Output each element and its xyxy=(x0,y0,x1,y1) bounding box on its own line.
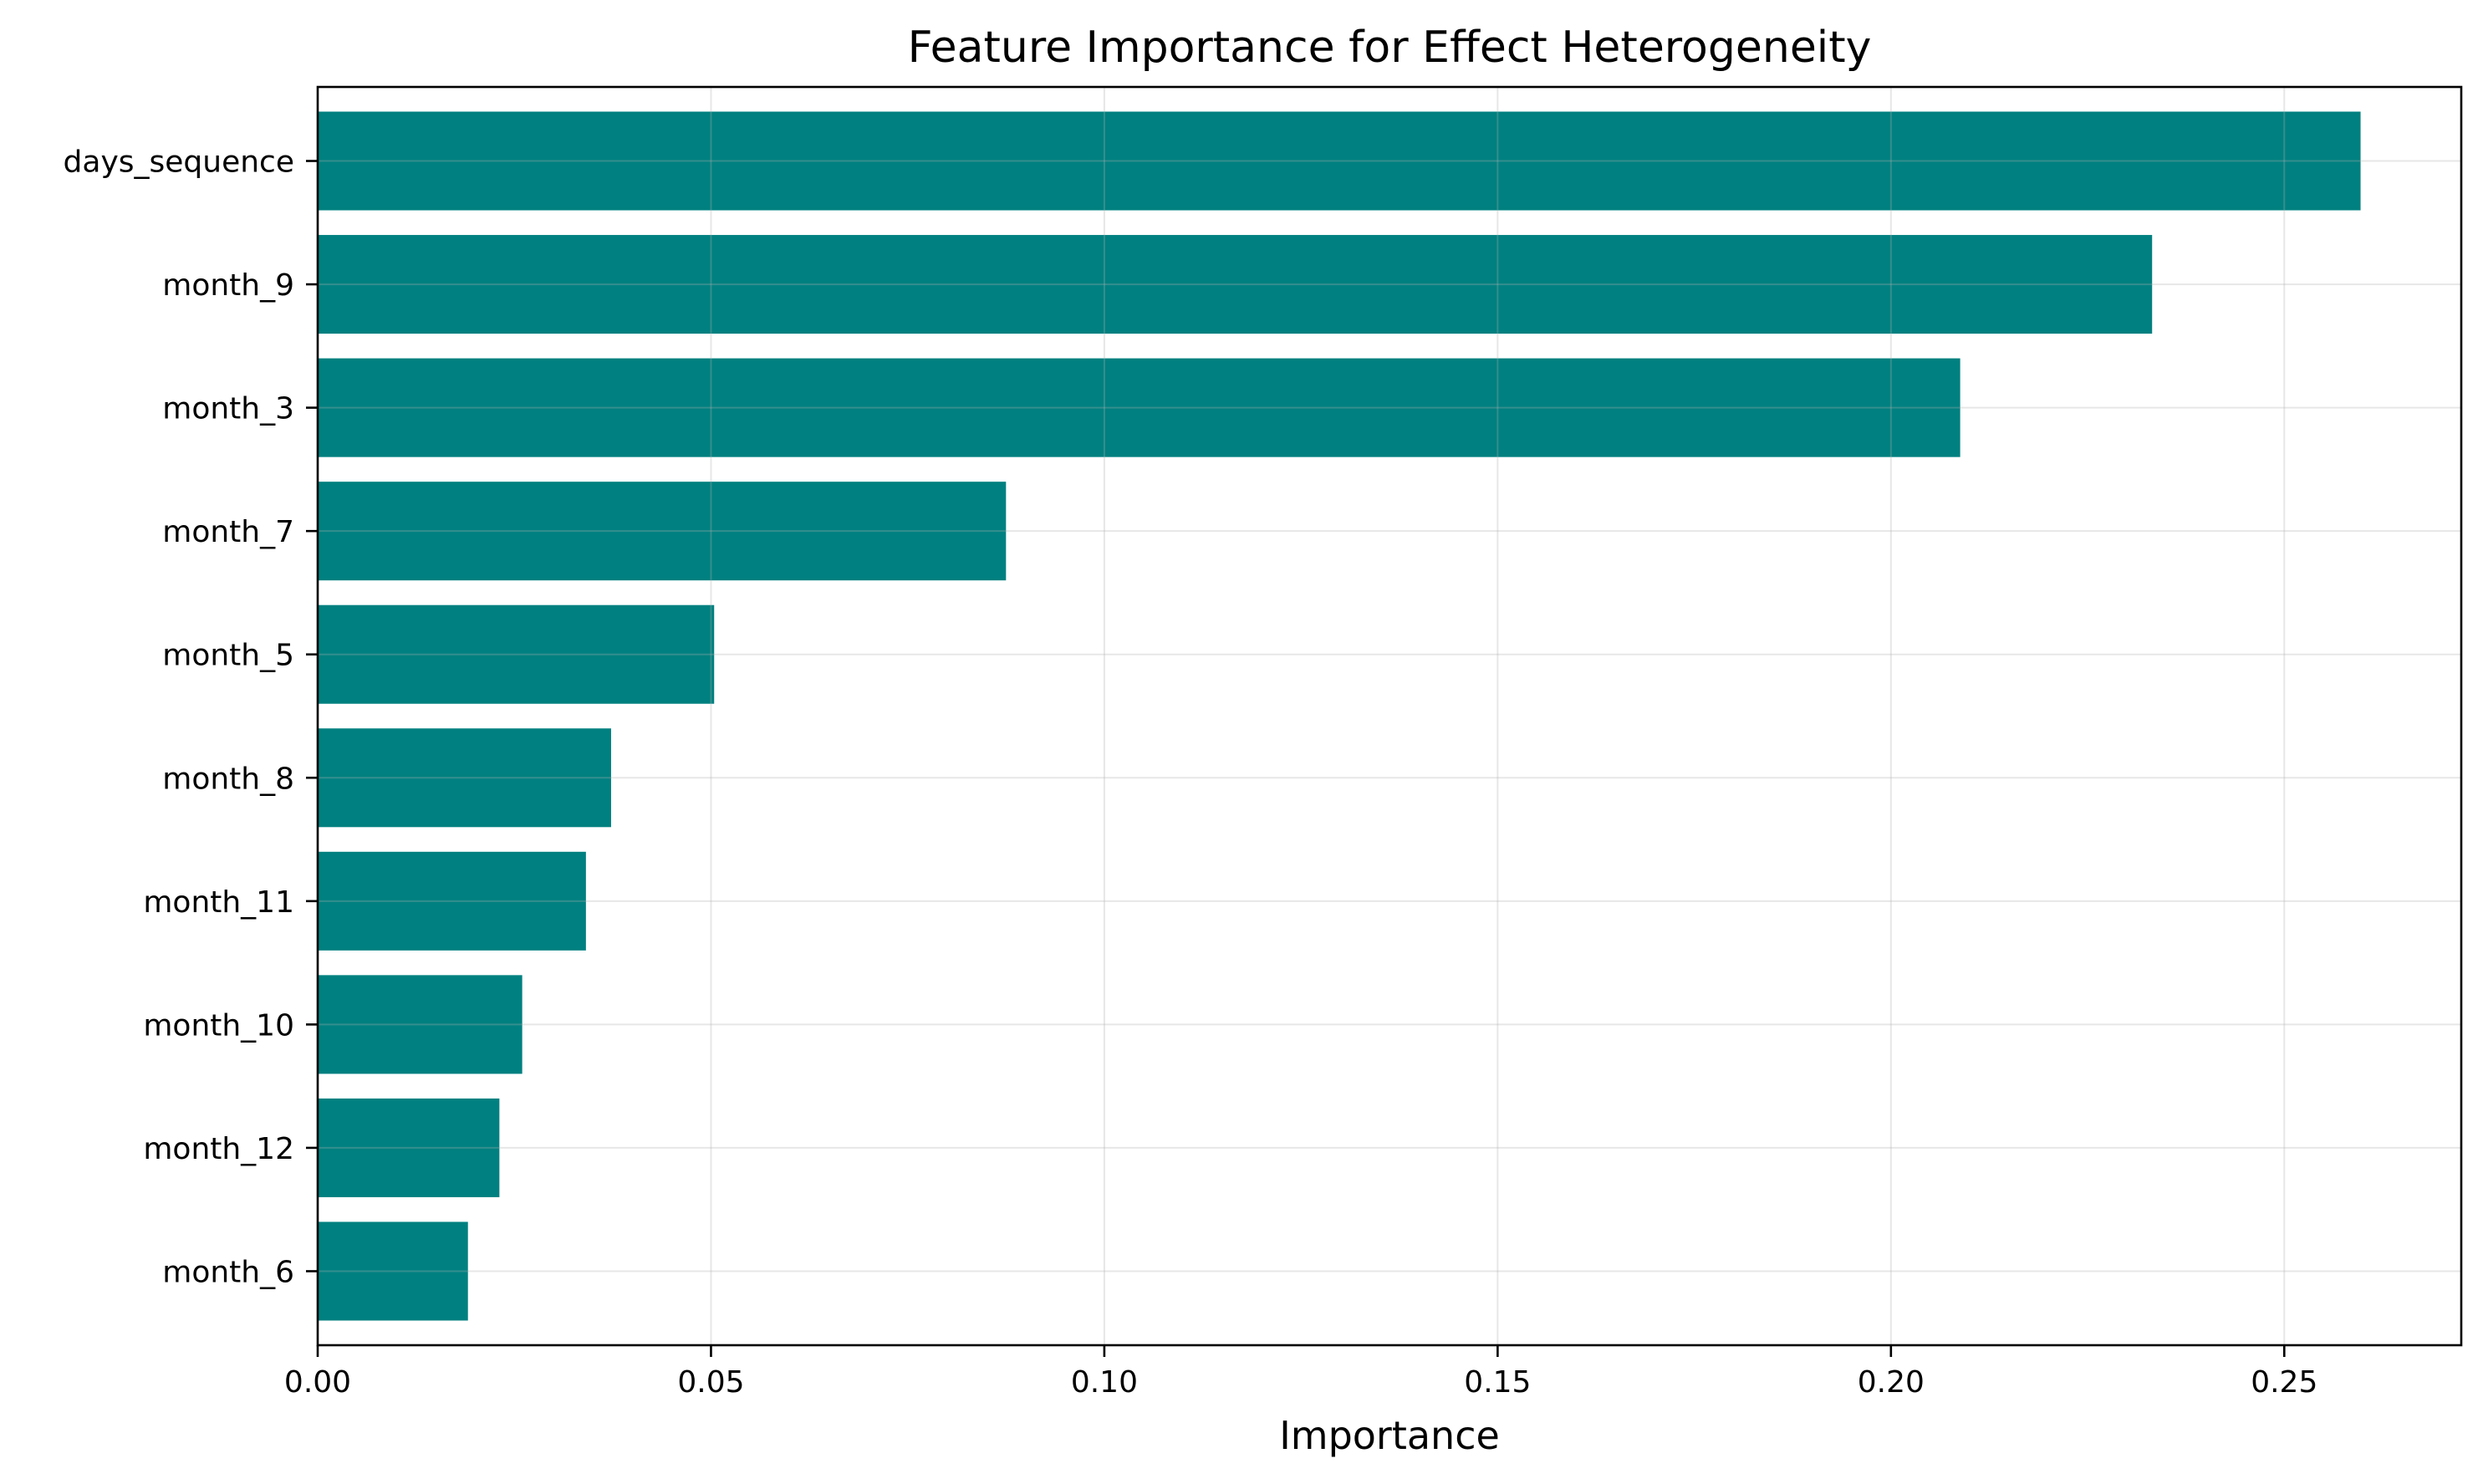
bar-month_9 xyxy=(318,235,2153,334)
x-tick-label: 0.25 xyxy=(2251,1365,2317,1400)
y-tick-label-month_8: month_8 xyxy=(162,762,294,796)
axes-layer: 0.00 0.05 0.10 0.15 0.20 0.25 days_sequencemon… xyxy=(64,85,2463,1400)
bar-month_12 xyxy=(318,1098,500,1197)
y-tick-label-month_3: month_3 xyxy=(162,392,294,426)
chart-title: Feature Importance for Effect Heterogene… xyxy=(908,23,1872,73)
y-tick-label-month_6: month_6 xyxy=(162,1255,294,1289)
y-tick-label-days_sequence: days_sequence xyxy=(64,145,294,180)
y-tick-label-month_12: month_12 xyxy=(143,1132,294,1166)
bar-month_11 xyxy=(318,851,586,951)
x-tick-label: 0.00 xyxy=(284,1365,351,1400)
bar-month_10 xyxy=(318,975,523,1074)
plot-frame xyxy=(316,85,2463,1347)
bar-month_7 xyxy=(318,482,1007,581)
x-tick-label: 0.20 xyxy=(1858,1365,1925,1400)
bar-month_5 xyxy=(318,604,715,704)
bar-month_8 xyxy=(318,728,611,828)
x-tick-label: 0.10 xyxy=(1071,1365,1138,1400)
y-tick-label-month_9: month_9 xyxy=(162,268,294,303)
bar-days_sequence xyxy=(318,111,2361,211)
bars-layer xyxy=(318,111,2361,1321)
x-tick-label: 0.05 xyxy=(677,1365,744,1400)
y-tick-label-month_10: month_10 xyxy=(143,1008,294,1043)
y-tick-label-month_11: month_11 xyxy=(143,885,294,920)
x-tick-label: 0.15 xyxy=(1464,1365,1531,1400)
bar-month_3 xyxy=(318,358,1960,457)
x-axis-label: Importance xyxy=(1279,1413,1500,1458)
y-tick-label-month_7: month_7 xyxy=(162,515,294,549)
y-tick-label-month_5: month_5 xyxy=(162,639,294,673)
bar-month_6 xyxy=(318,1221,468,1321)
